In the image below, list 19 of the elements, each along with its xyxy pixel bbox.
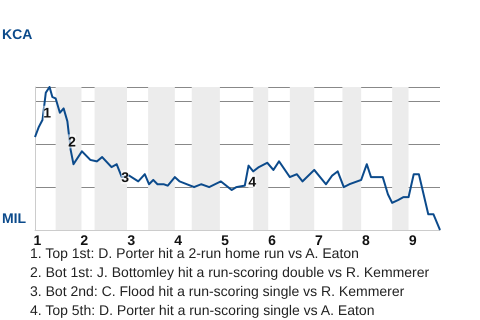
text: 1. Top 1st: D. Porter hit a 2-run home run vs A. Eaton — [30, 245, 359, 261]
x-tick-label: 4 — [174, 232, 182, 248]
x-tick-label: 7 — [315, 232, 324, 248]
text: KCA — [2, 26, 32, 42]
annotation: 1 — [43, 104, 52, 121]
x-tick-label: 6 — [268, 232, 276, 248]
annotation: 3 — [121, 169, 130, 186]
x-tick-label: 9 — [408, 232, 417, 248]
x-tick-label: 3 — [127, 232, 136, 248]
x-tick-label: 1 — [33, 232, 42, 248]
text: 2. Bot 1st: J. Bottomley hit a run-scoring double vs R. Kemmerer — [30, 263, 430, 282]
annotation: 2 — [68, 133, 76, 150]
text: 3. Bot 2nd: C. Flood hit a run-scoring single vs R. Kemmerer — [30, 282, 406, 301]
x-tick-label: 5 — [221, 232, 230, 248]
text: MIL — [2, 210, 26, 226]
text: 4. Top 5th: D. Porter hit a run-scoring single vs A. Eaton — [30, 301, 376, 320]
x-tick-label: 2 — [80, 232, 88, 248]
annotation: 4 — [248, 173, 256, 190]
x-tick-label: 8 — [362, 232, 370, 248]
